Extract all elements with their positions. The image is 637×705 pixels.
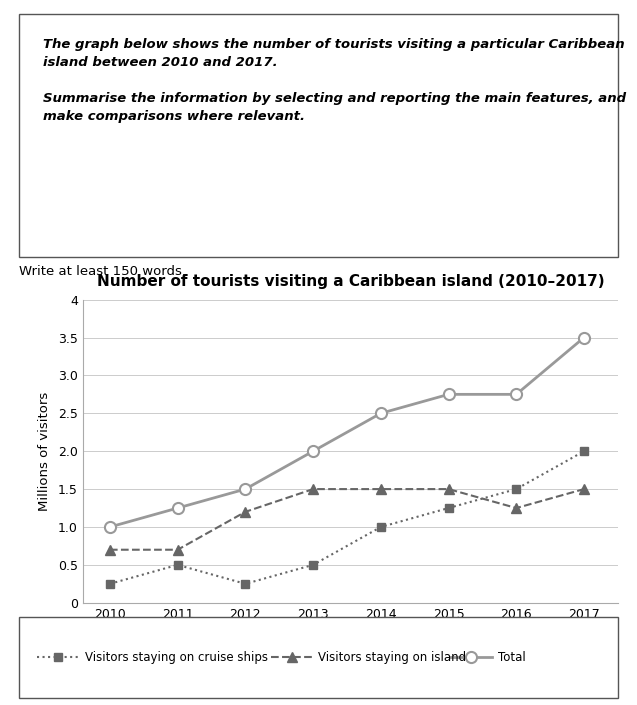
Text: Write at least 150 words.: Write at least 150 words. (19, 265, 186, 278)
Title: Number of tourists visiting a Caribbean island (2010–2017): Number of tourists visiting a Caribbean … (97, 274, 604, 289)
Text: The graph below shows the number of tourists visiting a particular Caribbean
isl: The graph below shows the number of tour… (43, 38, 626, 123)
FancyBboxPatch shape (19, 617, 618, 698)
Text: Visitors staying on cruise ships: Visitors staying on cruise ships (85, 651, 268, 664)
Y-axis label: Millions of visitors: Millions of visitors (38, 391, 51, 511)
FancyBboxPatch shape (19, 14, 618, 257)
Text: Visitors staying on island: Visitors staying on island (318, 651, 467, 664)
Text: Total: Total (498, 651, 526, 664)
